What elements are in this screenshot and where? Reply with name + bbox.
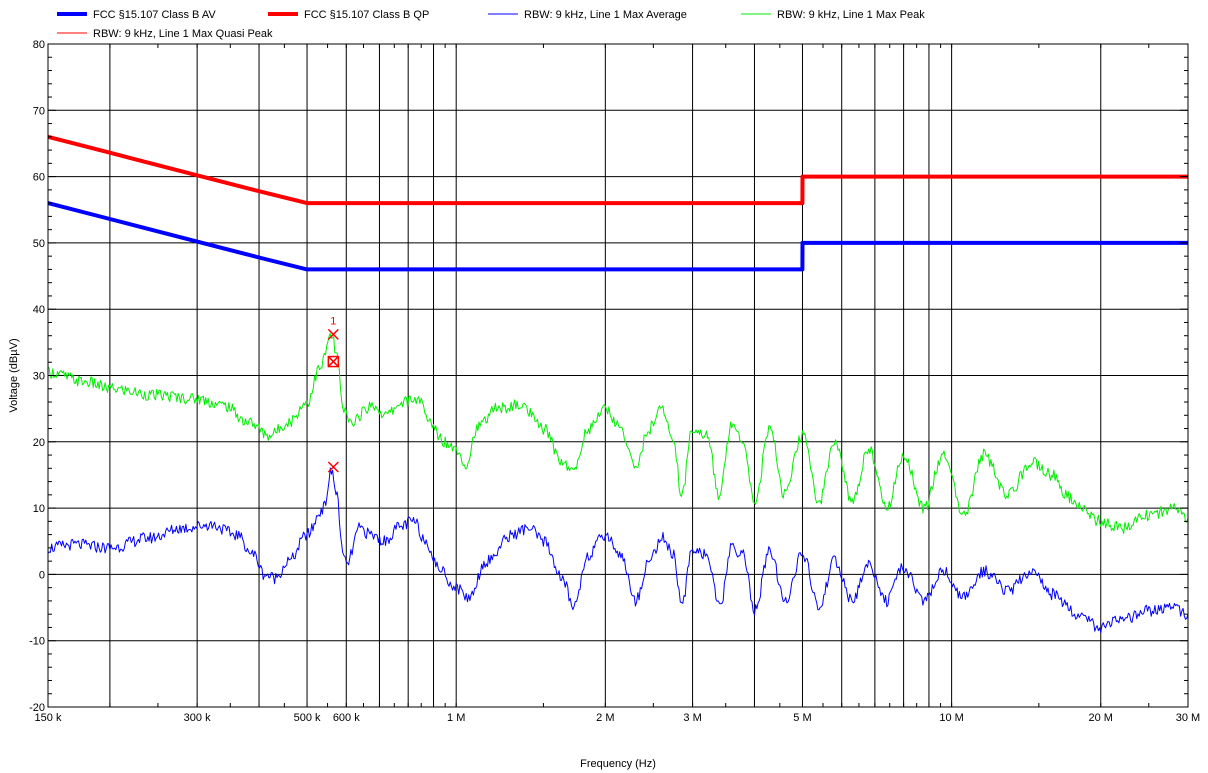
marker-label: 1 — [330, 315, 336, 327]
axis-ticks — [48, 43, 1188, 708]
y-tick-label: 80 — [33, 39, 45, 51]
x-tick-label: 500 k — [294, 712, 321, 724]
legend-entry: RBW: 9 kHz, Line 1 Max Average — [488, 9, 687, 21]
x-tick-label: 300 k — [184, 712, 211, 724]
legend-label: RBW: 9 kHz, Line 1 Max Quasi Peak — [93, 28, 273, 40]
y-tick-label: 40 — [33, 304, 45, 316]
x-tick-label: 150 k — [35, 712, 62, 724]
average-trace — [48, 467, 1188, 634]
legend-entry: FCC §15.107 Class B AV — [57, 9, 216, 21]
peak-marker — [327, 355, 340, 368]
x-tick-label: 30 M — [1176, 712, 1200, 724]
x-tick-label: 20 M — [1089, 712, 1113, 724]
grid — [48, 44, 1188, 707]
y-tick-label: -20 — [29, 702, 45, 714]
x-tick-label: 10 M — [939, 712, 963, 724]
peak-trace — [48, 333, 1188, 534]
y-axis-title: Voltage (dBµV) — [8, 338, 20, 412]
legend-entry: RBW: 9 kHz, Line 1 Max Quasi Peak — [57, 28, 273, 40]
limit-av-line — [48, 201, 1188, 272]
x-tick-label: 600 k — [333, 712, 360, 724]
legend: FCC §15.107 Class B AV FCC §15.107 Class … — [57, 9, 925, 40]
x-axis-title: Frequency (Hz) — [580, 758, 656, 770]
y-tick-label: 10 — [33, 503, 45, 515]
y-tick-label: 0 — [39, 569, 45, 581]
y-tick-label: 60 — [33, 172, 45, 184]
marker-layer: 1 — [327, 315, 340, 473]
series-layer — [48, 134, 1188, 634]
y-tick-label: -10 — [29, 636, 45, 648]
legend-entry: RBW: 9 kHz, Line 1 Max Peak — [741, 9, 925, 21]
peak-marker: 1 — [327, 315, 339, 340]
tick-labels: 150 k 300 k 500 k 600 k 1 M 2 M 3 M 5 M 10 M 20 M… — [29, 39, 1200, 724]
y-tick-label: 50 — [33, 238, 45, 250]
legend-label: FCC §15.107 Class B AV — [93, 9, 216, 21]
x-tick-label: 5 M — [793, 712, 811, 724]
legend-label: RBW: 9 kHz, Line 1 Max Average — [524, 9, 687, 21]
peak-marker — [327, 461, 339, 473]
y-tick-label: 70 — [33, 105, 45, 117]
x-tick-label: 1 M — [447, 712, 465, 724]
limit-qp-line — [48, 134, 1188, 206]
legend-label: FCC §15.107 Class B QP — [304, 9, 429, 21]
legend-label: RBW: 9 kHz, Line 1 Max Peak — [777, 9, 925, 21]
x-tick-label: 3 M — [683, 712, 701, 724]
legend-entry: FCC §15.107 Class B QP — [268, 9, 429, 21]
y-tick-label: 20 — [33, 437, 45, 449]
x-tick-label: 2 M — [596, 712, 614, 724]
y-tick-label: 30 — [33, 371, 45, 383]
